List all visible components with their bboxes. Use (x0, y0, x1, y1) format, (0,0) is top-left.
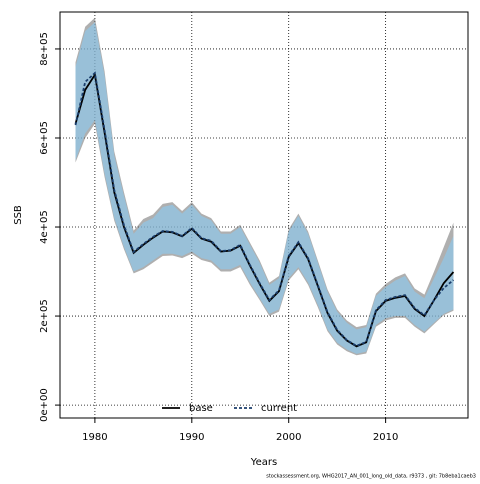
legend-label: current (261, 403, 297, 414)
y-tick-label: 8e+05 (39, 32, 50, 66)
x-tick-label: 1990 (179, 432, 204, 443)
plot-frame (59, 11, 469, 419)
y-tick-label: 6e+05 (39, 121, 50, 155)
x-tick-label: 1980 (82, 432, 107, 443)
y-tick-label: 2e+05 (39, 299, 50, 333)
series-line (74, 71, 455, 347)
x-tick-label: 2000 (276, 432, 301, 443)
legend-label: base (189, 403, 213, 414)
footnote: stockassessment.org, WHG2017_AN_001_long… (266, 474, 476, 480)
confidence-band (75, 22, 454, 354)
y-tick-label: 0e+00 (39, 388, 50, 422)
x-axis-label: Years (250, 457, 277, 468)
y-axis-label: SSB (13, 205, 24, 225)
y-tick-label: 4e+05 (39, 210, 50, 244)
x-tick-label: 2010 (373, 432, 398, 443)
